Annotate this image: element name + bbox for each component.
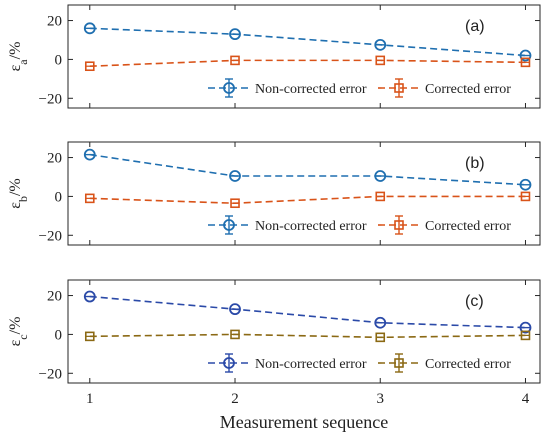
- plot-frame: [67, 4, 541, 109]
- series-line: [89, 333, 526, 339]
- panel-label: (b): [465, 155, 485, 172]
- legend-label: Corrected error: [425, 357, 511, 372]
- x-tick-label: 3: [376, 391, 384, 407]
- panel-label: (a): [465, 18, 485, 35]
- x-axis-label: Measurement sequence: [220, 412, 388, 432]
- panel-label: (c): [465, 293, 484, 310]
- panel-2: −20 0 20 εb/% (b) Non-corrected error Correcte…: [7, 141, 541, 246]
- series-line: [89, 195, 526, 205]
- y-tick-label: −20: [39, 91, 62, 107]
- y-tick-label: −20: [39, 366, 62, 382]
- y-axis-label: εb/%: [7, 178, 30, 209]
- panel-3: −20 0 20 1 2 3 4 Measurement sequence εc/% (c) Non…: [7, 279, 541, 432]
- legend-label: Non-corrected error: [255, 357, 367, 372]
- y-axis-subscript: a: [16, 59, 30, 65]
- x-tick-label: 1: [86, 391, 94, 407]
- series-non-corrected: [83, 22, 532, 62]
- panel-1: −20 0 20 εa/% (a) Non-corrected error Correcte…: [7, 4, 541, 109]
- y-axis-unit: /%: [7, 42, 24, 60]
- series-corrected: [84, 191, 531, 209]
- legend: Non-corrected error Corrected error: [208, 353, 511, 373]
- y-tick-label: 0: [55, 52, 63, 68]
- y-axis-label: εa/%: [7, 42, 30, 72]
- y-axis-subscript: c: [16, 334, 30, 339]
- x-tick-label: 2: [231, 391, 239, 407]
- y-axis-subscript: b: [16, 196, 30, 202]
- series-line: [89, 27, 526, 57]
- series-corrected: [84, 329, 531, 343]
- y-axis-symbol: ε: [7, 64, 24, 71]
- series-line: [89, 59, 526, 68]
- legend-label: Non-corrected error: [255, 82, 367, 97]
- x-tick-label: 4: [522, 391, 530, 407]
- y-tick-label: 20: [47, 151, 62, 167]
- series-line: [89, 295, 526, 329]
- y-tick-label: 0: [55, 327, 63, 343]
- legend: Non-corrected error Corrected error: [208, 215, 511, 235]
- plot-frame: [67, 141, 541, 246]
- legend-label: Corrected error: [425, 219, 511, 234]
- series-non-corrected: [83, 148, 532, 191]
- y-tick-label: 20: [47, 14, 62, 30]
- y-tick-label: 20: [47, 289, 62, 305]
- series-non-corrected: [83, 290, 532, 334]
- legend-label: Corrected error: [425, 82, 511, 97]
- y-axis-unit: /%: [7, 317, 24, 335]
- y-axis-symbol: ε: [7, 202, 24, 209]
- y-axis-symbol: ε: [7, 339, 24, 346]
- series-corrected: [84, 55, 531, 72]
- legend-label: Non-corrected error: [255, 219, 367, 234]
- y-axis-unit: /%: [7, 178, 24, 196]
- y-axis-label: εc/%: [7, 317, 30, 347]
- series-line: [89, 153, 526, 186]
- legend: Non-corrected error Corrected error: [208, 78, 511, 98]
- y-tick-label: 0: [55, 189, 63, 205]
- plot-frame: [67, 279, 541, 384]
- y-tick-label: −20: [39, 228, 62, 244]
